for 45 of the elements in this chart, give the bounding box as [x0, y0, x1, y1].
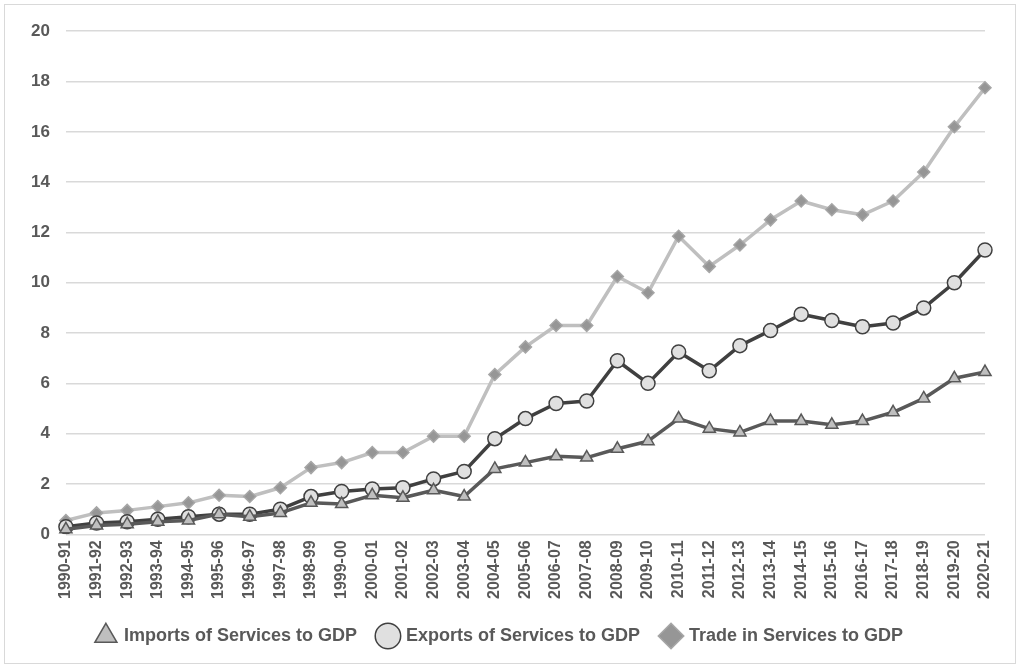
x-tick-label: 2012-13	[730, 540, 748, 599]
legend-label: Exports of Services to GDP	[405, 624, 641, 645]
y-tick-label: 14	[30, 171, 51, 191]
y-tick-label: 12	[30, 222, 50, 242]
y-tick-label: 2	[40, 473, 50, 493]
x-tick-label: 1993-94	[148, 540, 166, 599]
x-tick-label: 2003-04	[454, 540, 472, 599]
y-tick-label: 6	[40, 373, 50, 393]
x-tick-label: 1996-97	[240, 540, 258, 599]
x-tick-label: 2000-01	[362, 540, 380, 599]
x-tick-label: 2020-21	[975, 540, 993, 599]
y-tick-label: 8	[40, 322, 50, 342]
x-tick-label: 2016-17	[852, 540, 870, 599]
x-tick-label: 2005-06	[515, 540, 533, 599]
x-tick-label: 1999-00	[332, 540, 350, 599]
y-tick-label: 16	[30, 121, 50, 141]
x-tick-label: 1990-91	[56, 540, 74, 599]
x-tick-label: 2009-10	[638, 540, 656, 599]
x-tick-label: 2018-19	[914, 540, 932, 599]
y-tick-label: 20	[30, 20, 50, 40]
x-tick-label: 2006-07	[546, 540, 564, 599]
x-tick-label: 2002-03	[423, 540, 441, 599]
y-tick-label: 0	[40, 523, 50, 543]
y-tick-label: 10	[30, 272, 50, 292]
x-tick-label: 1995-96	[209, 540, 227, 599]
x-tick-label: 1997-98	[270, 540, 288, 599]
x-tick-label: 2008-09	[607, 540, 625, 599]
x-tick-label: 2004-05	[485, 540, 503, 599]
x-tick-label: 1992-93	[117, 540, 135, 599]
x-tick-label: 2014-15	[791, 540, 809, 599]
x-tick-label: 2011-12	[699, 540, 717, 599]
legend-label: Trade in Services to GDP	[689, 624, 904, 645]
y-tick-label: 18	[30, 71, 50, 91]
x-tick-label: 1994-95	[178, 540, 196, 599]
x-tick-label: 2015-16	[822, 540, 840, 599]
x-tick-label: 1998-99	[301, 540, 319, 599]
x-tick-label: 2007-08	[577, 540, 595, 599]
x-tick-label: 2010-11	[669, 540, 687, 599]
x-tick-label: 2017-18	[883, 540, 901, 599]
y-tick-label: 4	[40, 423, 51, 443]
legend-label: Imports of Services to GDP	[123, 624, 357, 645]
x-tick-label: 2019-20	[944, 540, 962, 599]
x-tick-label: 2001-02	[393, 540, 411, 599]
x-tick-label: 1991-92	[86, 540, 104, 599]
x-tick-label: 2013-14	[760, 540, 778, 599]
